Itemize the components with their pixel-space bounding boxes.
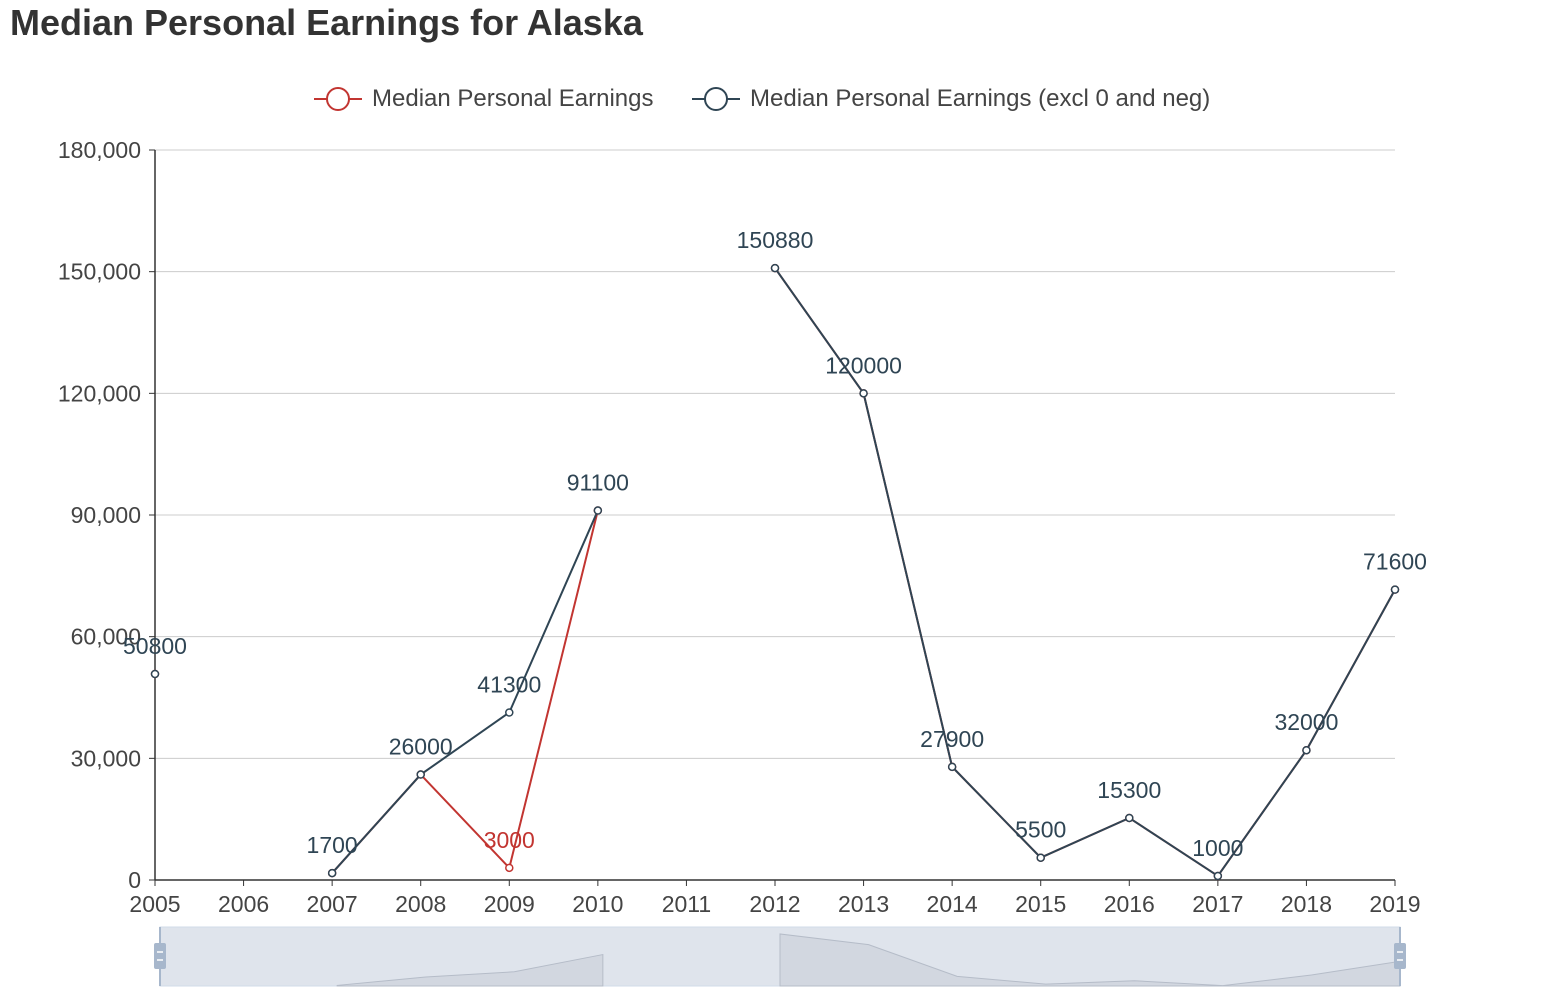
data-point — [1125, 813, 1134, 823]
x-tick-label: 2006 — [218, 891, 269, 917]
x-tick-label: 2010 — [572, 891, 623, 917]
y-tick-label: 180,000 — [58, 137, 141, 163]
data-point — [150, 669, 160, 679]
x-axis: 2005 2006 2007 2008 2009 2010 2011 2012 2013 2014… — [129, 879, 1421, 917]
zoom-handle-left[interactable] — [154, 943, 166, 969]
series-lines — [150, 263, 1400, 881]
zoom-handle-right[interactable] — [1394, 943, 1406, 969]
data-point — [1036, 853, 1045, 862]
data-label: 3000 — [484, 827, 535, 853]
data-label: 32000 — [1274, 709, 1338, 735]
data-point — [416, 770, 425, 779]
y-tick-label: 120,000 — [58, 380, 141, 406]
y-axis-ticks: 0 30,000 60,000 90,000 120,000 150,000 180,000 — [58, 137, 156, 893]
line-circle-icon — [692, 87, 740, 111]
y-tick-label: 30,000 — [71, 745, 141, 771]
data-label: 26000 — [389, 734, 453, 760]
data-point — [1302, 745, 1311, 755]
data-point — [947, 762, 957, 772]
data-label: 50800 — [123, 633, 187, 659]
data-label: 27900 — [920, 726, 984, 752]
series-line — [331, 510, 599, 874]
x-tick-label: 2018 — [1281, 891, 1332, 917]
data-label: 1700 — [307, 832, 358, 858]
data-label: 71600 — [1363, 549, 1427, 575]
data-point — [1390, 585, 1400, 594]
data-label: 1000 — [1192, 835, 1243, 861]
data-point — [859, 389, 868, 398]
x-tick-label: 2009 — [484, 891, 535, 917]
data-label: 41300 — [477, 672, 541, 698]
data-labels: 50800 1700 26000 41300 91100 150880 120000 2790… — [123, 227, 1427, 861]
data-label: 91100 — [567, 470, 629, 496]
data-point — [327, 868, 337, 878]
y-tick-label: 0 — [128, 867, 141, 893]
legend: Median Personal Earnings Median Personal… — [0, 84, 1550, 116]
data-label: 15300 — [1097, 777, 1161, 803]
y-tick-label: 60,000 — [71, 624, 141, 650]
series-line — [331, 510, 599, 874]
chart-title: Median Personal Earnings for Alaska — [10, 2, 643, 43]
data-point — [505, 708, 514, 717]
x-tick-label: 2013 — [838, 891, 889, 917]
line-circle-icon — [314, 87, 362, 111]
data-point — [593, 506, 603, 515]
data-point — [770, 263, 780, 273]
legend-item-median-earnings-excl[interactable]: Median Personal Earnings (excl 0 and neg… — [690, 84, 1210, 114]
x-tick-label: 2005 — [129, 891, 180, 917]
legend-label: Median Personal Earnings (excl 0 and neg… — [750, 85, 1211, 112]
legend-item-median-earnings[interactable]: Median Personal Earnings — [312, 84, 654, 114]
data-point — [1213, 871, 1223, 881]
x-tick-label: 2017 — [1192, 891, 1243, 917]
x-tick-label: 2011 — [662, 891, 711, 917]
data-label: 120000 — [825, 352, 902, 378]
x-tick-label: 2016 — [1104, 891, 1155, 917]
x-tick-label: 2008 — [395, 891, 446, 917]
y-tick-label: 90,000 — [71, 502, 141, 528]
data-label: 150880 — [737, 227, 814, 253]
x-tick-label: 2014 — [927, 891, 978, 917]
zoom-preview-area — [336, 953, 604, 987]
x-tick-label: 2019 — [1369, 891, 1420, 917]
series-line — [774, 267, 1396, 878]
data-label: 5500 — [1015, 817, 1066, 843]
y-tick-label: 150,000 — [58, 259, 141, 285]
x-tick-label: 2012 — [749, 891, 800, 917]
data-point — [505, 863, 514, 873]
x-tick-label: 2015 — [1015, 891, 1066, 917]
x-tick-label: 2007 — [307, 891, 358, 917]
data-zoom-slider[interactable] — [154, 926, 1406, 987]
legend-label: Median Personal Earnings — [372, 85, 654, 112]
